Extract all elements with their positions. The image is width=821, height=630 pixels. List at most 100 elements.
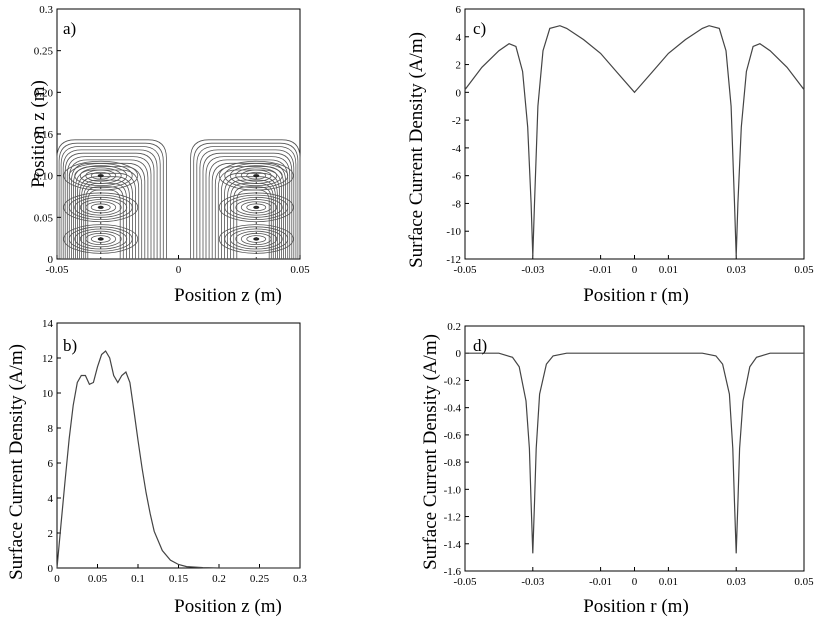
- y-tick-label: -10: [446, 226, 461, 238]
- contour-line: [193, 142, 299, 259]
- series-line: [464, 25, 805, 257]
- panel-d: -0.05 -0.03 -0.01 0 0.01 0.03 0.05 -1.6 -1.4 -1.2…: [420, 321, 814, 617]
- contour-line: [208, 159, 289, 259]
- y-tick-label: 2: [456, 60, 462, 72]
- y-tick-label: 4: [48, 493, 54, 505]
- x-tick-label: 0: [632, 264, 638, 276]
- y-tick-label: 0.2: [447, 321, 461, 333]
- x-tick-label: 0.25: [250, 573, 270, 585]
- contour-line: [62, 149, 158, 259]
- x-tick-label: 0.3: [293, 573, 307, 585]
- y-tick-label: 0: [456, 348, 462, 360]
- y-tick-label: -0.6: [444, 430, 462, 442]
- contour-line: [199, 149, 295, 259]
- contour-line: [71, 162, 146, 259]
- x-tick-label: -0.05: [454, 576, 477, 588]
- contour-line: [58, 142, 164, 259]
- hotspot-contour: [79, 199, 122, 216]
- contour-line: [79, 176, 133, 259]
- panel-a-xlabel: Position z (m): [174, 285, 282, 306]
- y-tick-label: 6: [48, 458, 54, 470]
- y-tick-label: 0.10: [34, 171, 54, 183]
- x-tick-label: 0.01: [659, 576, 678, 588]
- contour-line: [190, 139, 301, 259]
- panel-d-ylabel: Surface Current Density (A/m): [420, 334, 441, 570]
- y-tick-label: -0.4: [444, 403, 462, 415]
- y-tick-label: -1.0: [444, 484, 462, 496]
- panel-c-label: c): [473, 19, 486, 38]
- y-tick-label: -1.4: [444, 539, 462, 551]
- contour-line: [227, 179, 276, 259]
- y-tick-label: 12: [42, 353, 53, 365]
- contour-line: [205, 156, 291, 259]
- y-tick-label: -0.8: [444, 457, 462, 469]
- hotspot-contour: [224, 226, 289, 252]
- contour-line: [224, 176, 278, 259]
- hotspot-contour: [246, 171, 267, 180]
- y-tick-label: -1.6: [444, 566, 462, 578]
- panel-a-label: a): [63, 19, 76, 38]
- y-tick-label: -8: [452, 198, 462, 210]
- hotspot-contour: [63, 160, 139, 191]
- hotspot-core: [253, 174, 260, 178]
- contour-line: [60, 146, 161, 259]
- hotspot-contour: [218, 160, 294, 191]
- panel-c-plot-area: [464, 8, 805, 260]
- contour-line: [196, 146, 297, 259]
- y-tick-label: -12: [446, 254, 461, 266]
- hotspot-contour: [79, 230, 122, 248]
- y-tick-label: 14: [42, 318, 54, 330]
- contour-line: [64, 152, 155, 259]
- y-tick-label: -6: [452, 171, 462, 183]
- panel-b-label: b): [63, 336, 77, 355]
- hotspot-contour: [74, 165, 128, 187]
- x-tick-label: 0: [176, 264, 182, 276]
- hotspot-contour: [90, 171, 111, 180]
- series-line: [465, 352, 804, 554]
- panel-d-label: d): [473, 336, 487, 355]
- x-tick-label: -0.01: [589, 264, 612, 276]
- y-tick-label: 6: [456, 4, 462, 16]
- panel-c-lines: [464, 25, 805, 257]
- y-tick-label: 0.20: [34, 87, 54, 99]
- y-tick-label: 0.3: [39, 4, 53, 16]
- y-tick-label: 0: [48, 563, 54, 575]
- x-tick-label: -0.05: [454, 264, 477, 276]
- x-tick-label: 0.15: [169, 573, 189, 585]
- y-tick-label: 0.25: [34, 46, 54, 58]
- x-tick-label: -0.01: [589, 576, 612, 588]
- panel-b-lines: [56, 350, 300, 569]
- x-tick-label: -0.03: [521, 576, 544, 588]
- contour-line: [214, 166, 284, 259]
- panel-a-contours: [56, 139, 301, 259]
- contour-line: [211, 162, 286, 259]
- y-tick-label: 0: [456, 87, 462, 99]
- series-line: [56, 350, 300, 569]
- contour-line: [81, 179, 130, 259]
- y-tick-label: 8: [48, 423, 54, 435]
- hotspot-contour: [229, 165, 283, 187]
- panel-d-plot-area: [464, 325, 805, 572]
- contour-line: [202, 152, 293, 259]
- hotspot-contour: [68, 226, 133, 252]
- x-tick-label: -0.05: [46, 264, 69, 276]
- hotspot-contour: [68, 194, 133, 220]
- panel-b-xlabel: Position z (m): [174, 596, 282, 617]
- hotspot-contour: [85, 169, 117, 182]
- panel-c-xlabel: Position r (m): [583, 285, 689, 306]
- hotspot-contour: [235, 230, 278, 248]
- panel-c-ticks: -0.05 -0.03 -0.01 0 0.01 0.03 0.05 -12 -10 -8 -6 -4…: [446, 4, 814, 276]
- x-tick-label: 0.05: [88, 573, 108, 585]
- contour-line: [75, 169, 140, 259]
- x-tick-label: 0.1: [131, 573, 145, 585]
- panel-c-ylabel: Surface Current Density (A/m): [406, 32, 427, 268]
- panel-d-ticks: -0.05 -0.03 -0.01 0 0.01 0.03 0.05 -1.6 -1.4 -1.2…: [444, 321, 815, 588]
- x-tick-label: 0: [632, 576, 638, 588]
- y-tick-label: 0.16: [34, 129, 54, 141]
- x-tick-label: 0.05: [290, 264, 310, 276]
- x-tick-label: 0.03: [727, 264, 747, 276]
- y-tick-label: -2: [452, 115, 461, 127]
